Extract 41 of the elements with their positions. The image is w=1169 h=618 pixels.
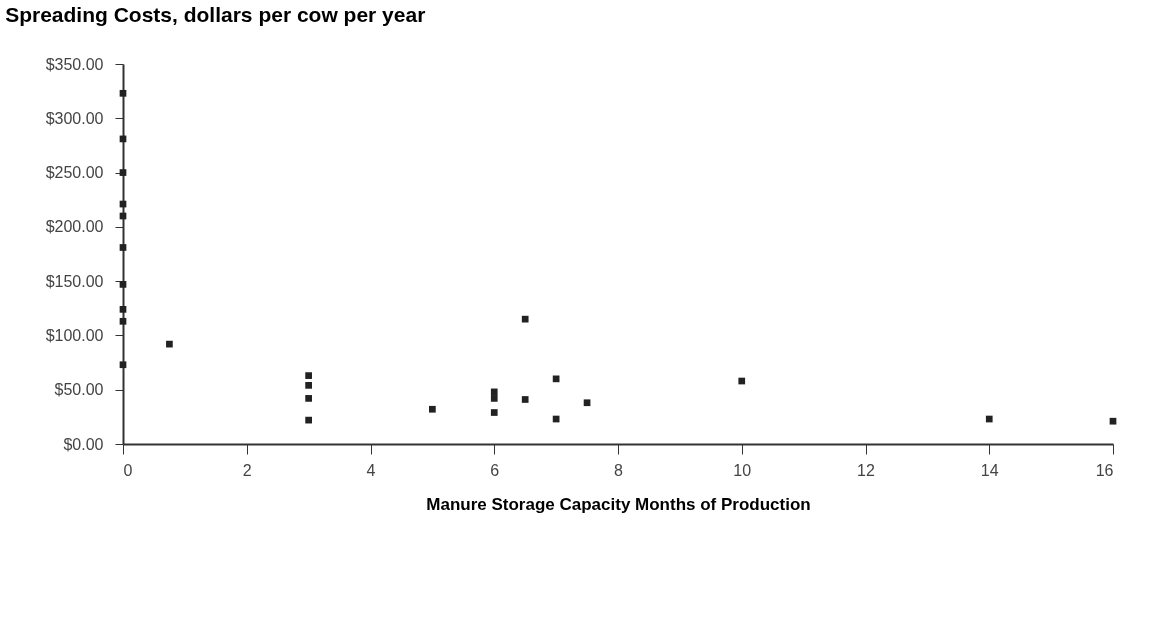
y-tick-label: $100.00	[45, 326, 104, 344]
x-tick-label: 8	[614, 461, 624, 479]
y-tick-label: $50.00	[54, 381, 104, 399]
point	[305, 372, 312, 379]
y-tick-label: $200.00	[45, 218, 104, 236]
x-tick-label: 14	[980, 461, 999, 479]
point	[429, 405, 436, 413]
point	[1109, 417, 1117, 425]
x-tick-label: 4	[366, 461, 376, 479]
point	[738, 377, 746, 385]
point	[490, 395, 498, 402]
point	[583, 399, 591, 407]
chart-title: Spreading Costs, dollars per cow per year	[5, 3, 426, 26]
x-tick-label: 12	[857, 461, 875, 479]
point	[119, 361, 127, 369]
y-tick-label: $300.00	[45, 109, 104, 127]
point	[119, 306, 127, 313]
point	[166, 340, 173, 348]
x-tick-label: 16	[1095, 461, 1114, 479]
point	[119, 281, 127, 288]
point	[305, 395, 312, 402]
point	[490, 388, 498, 396]
point	[490, 409, 498, 416]
y-tick-label: $350.00	[45, 55, 104, 73]
y-tick-label: $0.00	[63, 435, 104, 453]
point	[119, 317, 127, 325]
x-tick-label: 10	[733, 461, 752, 479]
x-tick-label: 6	[490, 461, 500, 479]
x-tick-label: 0	[123, 461, 133, 479]
x-axis-title: Manure Storage Capacity Months of Production	[426, 494, 811, 514]
point	[305, 382, 312, 389]
y-tick-label: $150.00	[45, 272, 104, 290]
point	[119, 169, 127, 176]
point	[305, 416, 312, 424]
point	[521, 315, 529, 323]
point	[119, 244, 127, 251]
point	[119, 89, 127, 97]
point	[521, 396, 529, 403]
y-tick-label: $250.00	[45, 164, 104, 182]
x-tick-label: 2	[242, 461, 252, 479]
point	[985, 415, 993, 423]
